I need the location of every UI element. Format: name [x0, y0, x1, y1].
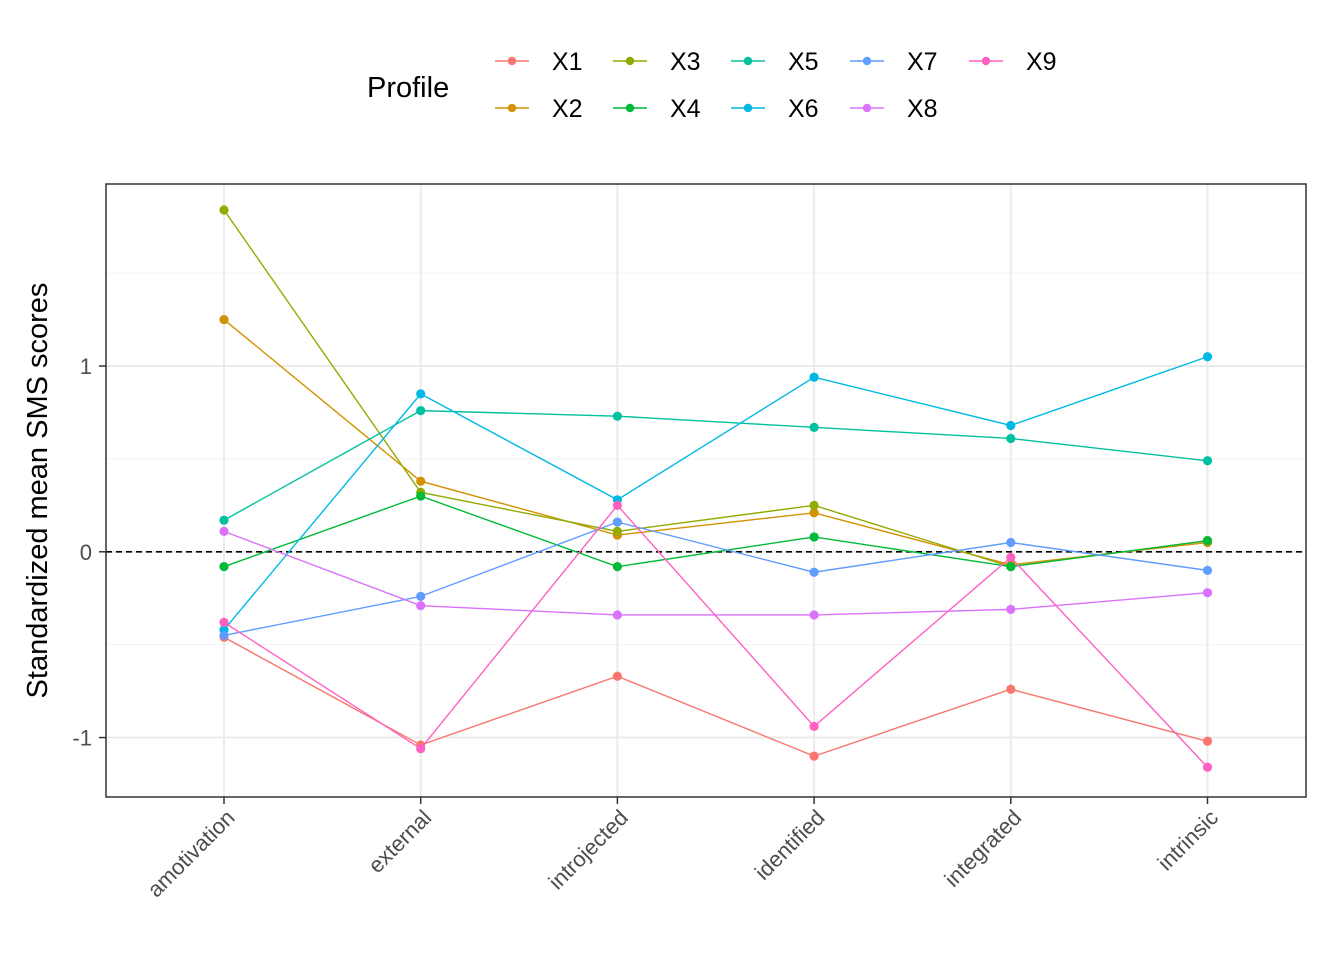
- data-point: [612, 671, 623, 681]
- panel-border: [105, 183, 1307, 798]
- series-line: [223, 356, 1208, 631]
- series-group: [219, 205, 1213, 772]
- data-point: [809, 372, 819, 382]
- series-x7: [219, 517, 1213, 640]
- series-line: [223, 319, 1208, 566]
- legend-key-x6: X6: [731, 95, 819, 123]
- data-point: [219, 515, 229, 525]
- data-point: [416, 491, 426, 501]
- series-x5: [219, 406, 1213, 525]
- legend-key-point: [981, 56, 991, 66]
- data-point: [219, 630, 229, 640]
- y-tick-label: 0: [80, 540, 92, 565]
- data-point: [416, 406, 426, 416]
- legend-label: X4: [670, 95, 701, 123]
- legend-key-x1: X1: [495, 48, 583, 76]
- legend-key-point: [625, 103, 635, 113]
- data-point: [809, 500, 819, 510]
- data-point: [809, 751, 819, 761]
- data-point: [219, 562, 229, 572]
- legend-key-x4: X4: [613, 95, 701, 123]
- series-x4: [219, 491, 1213, 572]
- data-point: [1202, 762, 1213, 772]
- legend-key-x2: X2: [495, 95, 583, 123]
- legend-label: X1: [552, 48, 583, 76]
- legend-label: X9: [1026, 48, 1057, 76]
- data-point: [1202, 352, 1213, 362]
- data-point: [1202, 565, 1213, 575]
- legend-key-x5: X5: [731, 48, 819, 76]
- data-point: [219, 315, 229, 325]
- data-point: [416, 591, 426, 601]
- data-point: [219, 617, 229, 627]
- legend-label: X3: [670, 48, 701, 76]
- legend: Profile X1 X2 X3 X4 X5 X6 X7 X8 X9: [367, 48, 1057, 123]
- legend-key-x9: X9: [969, 48, 1057, 76]
- data-point: [1006, 604, 1016, 614]
- data-point: [612, 526, 623, 536]
- data-point: [219, 205, 229, 215]
- y-axis-title: Standardized mean SMS scores: [22, 283, 54, 699]
- series-line: [223, 504, 1209, 768]
- legend-title: Profile: [367, 72, 449, 104]
- data-point: [416, 389, 426, 399]
- data-point: [612, 411, 623, 421]
- data-point: [612, 500, 623, 510]
- data-point: [416, 744, 426, 754]
- legend-key-point: [507, 56, 517, 66]
- y-tick-label: 1: [80, 354, 92, 379]
- legend-key-x3: X3: [613, 48, 701, 76]
- series-line: [223, 495, 1208, 568]
- data-point: [416, 476, 426, 486]
- legend-key-point: [507, 103, 517, 113]
- data-point: [809, 422, 819, 432]
- legend-key-point: [862, 103, 872, 113]
- legend-key-point: [625, 56, 635, 66]
- legend-key-x8: X8: [850, 95, 938, 123]
- series-line: [223, 521, 1208, 637]
- data-point: [416, 601, 426, 611]
- legend-label: X6: [788, 95, 819, 123]
- data-point: [219, 526, 229, 536]
- series-line: [223, 409, 1208, 521]
- y-tick-label: -1: [72, 726, 92, 751]
- data-point: [1202, 736, 1213, 746]
- data-point: [1006, 420, 1016, 431]
- data-point: [809, 567, 819, 577]
- legend-label: X8: [907, 95, 938, 123]
- series-x6: [219, 352, 1213, 635]
- legend-label: X7: [907, 48, 938, 76]
- data-point: [1006, 433, 1016, 444]
- series-x9: [219, 500, 1213, 772]
- legend-key-point: [862, 56, 872, 66]
- data-point: [809, 508, 819, 518]
- data-point: [1006, 684, 1016, 694]
- data-point: [809, 610, 819, 620]
- data-point: [1202, 588, 1213, 598]
- data-point: [612, 562, 623, 572]
- data-point: [809, 721, 819, 732]
- data-point: [1006, 552, 1016, 562]
- data-point: [809, 532, 819, 542]
- data-point: [1006, 537, 1016, 548]
- legend-key-point: [743, 103, 753, 113]
- data-point: [1006, 562, 1016, 572]
- legend-label: X5: [788, 48, 819, 76]
- legend-key-point: [743, 56, 753, 66]
- data-point: [612, 610, 623, 620]
- data-point: [612, 517, 623, 527]
- legend-key-x7: X7: [850, 48, 938, 76]
- legend-label: X2: [552, 95, 583, 123]
- data-point: [1202, 536, 1213, 546]
- data-point: [1202, 456, 1213, 466]
